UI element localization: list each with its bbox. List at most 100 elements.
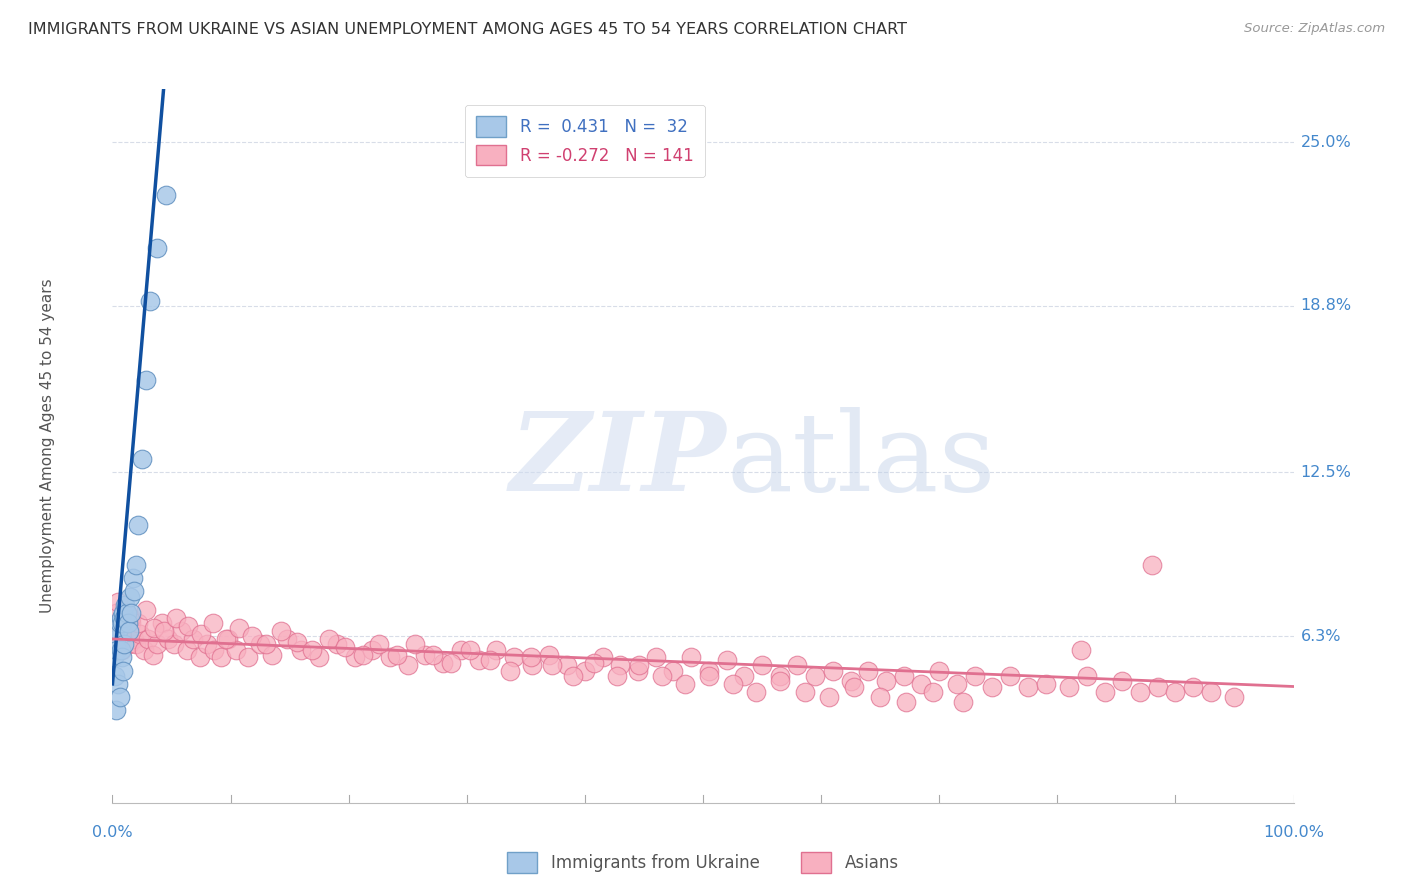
Point <box>202 642 225 657</box>
Point <box>869 690 891 704</box>
Point <box>583 656 606 670</box>
Point <box>215 632 238 646</box>
Point <box>115 606 138 620</box>
Point <box>821 664 844 678</box>
Point <box>396 658 419 673</box>
Point <box>467 653 489 667</box>
Text: ZIP: ZIP <box>510 407 727 514</box>
Point <box>249 637 271 651</box>
Point <box>188 650 211 665</box>
Point <box>1140 558 1163 572</box>
Text: 12.5%: 12.5% <box>1301 465 1351 480</box>
Point <box>155 188 177 202</box>
Point <box>108 637 131 651</box>
Point <box>404 637 426 651</box>
Point <box>120 606 142 620</box>
Point <box>697 669 720 683</box>
Point <box>125 558 148 572</box>
Point <box>125 637 148 651</box>
Point <box>118 637 141 651</box>
Point <box>112 606 135 620</box>
Point <box>555 658 578 673</box>
Point <box>592 650 614 665</box>
Point <box>519 650 541 665</box>
Point <box>308 650 330 665</box>
Text: Unemployment Among Ages 45 to 54 years: Unemployment Among Ages 45 to 54 years <box>39 278 55 614</box>
Point <box>122 632 145 646</box>
Point <box>127 518 149 533</box>
Point <box>326 637 349 651</box>
Point <box>839 674 862 689</box>
Point <box>150 616 173 631</box>
Point <box>301 642 323 657</box>
Point <box>910 677 932 691</box>
Point <box>627 664 650 678</box>
Point <box>963 669 986 683</box>
Point <box>115 606 138 620</box>
Point <box>716 653 738 667</box>
Point <box>112 621 135 635</box>
Point <box>110 642 132 657</box>
Text: Source: ZipAtlas.com: Source: ZipAtlas.com <box>1244 22 1385 36</box>
Point <box>107 632 129 646</box>
Text: 25.0%: 25.0% <box>1301 135 1351 150</box>
Point <box>378 650 401 665</box>
Point <box>146 637 169 651</box>
Point <box>103 650 125 665</box>
Point <box>107 595 129 609</box>
Point <box>628 658 651 673</box>
Point <box>952 695 974 709</box>
Point <box>270 624 292 638</box>
Point <box>139 293 162 308</box>
Point <box>276 632 298 646</box>
Point <box>118 624 141 638</box>
Point <box>111 642 134 657</box>
Text: atlas: atlas <box>727 407 997 514</box>
Point <box>290 642 312 657</box>
Point <box>1182 680 1205 694</box>
Point <box>163 637 186 651</box>
Point <box>333 640 356 654</box>
Point <box>170 624 193 638</box>
Point <box>114 598 136 612</box>
Point <box>107 624 129 638</box>
Point <box>134 642 156 657</box>
Point <box>136 632 159 646</box>
Point <box>181 632 204 646</box>
Point <box>450 642 472 657</box>
Point <box>1146 680 1168 694</box>
Point <box>105 642 128 657</box>
Point <box>111 616 134 631</box>
Point <box>361 642 384 657</box>
Point <box>108 616 131 631</box>
Point <box>318 632 340 646</box>
Point <box>520 658 543 673</box>
Point <box>574 664 596 678</box>
Point <box>177 618 200 632</box>
Point <box>858 664 880 678</box>
Point <box>112 664 135 678</box>
Point <box>201 616 224 631</box>
Point <box>422 648 444 662</box>
Point <box>108 690 131 704</box>
Point <box>928 664 950 678</box>
Point <box>460 642 482 657</box>
Point <box>105 606 128 620</box>
Point <box>343 650 366 665</box>
Point <box>111 616 134 631</box>
Point <box>110 624 132 638</box>
Point <box>793 685 815 699</box>
Point <box>818 690 841 704</box>
Point <box>1129 685 1152 699</box>
Point <box>104 624 127 638</box>
Point <box>165 611 187 625</box>
Point <box>254 637 277 651</box>
Point <box>1057 680 1080 694</box>
Point <box>893 669 915 683</box>
Point <box>1017 680 1039 694</box>
Point <box>651 669 673 683</box>
Point <box>176 642 198 657</box>
Text: IMMIGRANTS FROM UKRAINE VS ASIAN UNEMPLOYMENT AMONG AGES 45 TO 54 YEARS CORRELAT: IMMIGRANTS FROM UKRAINE VS ASIAN UNEMPLO… <box>28 22 907 37</box>
Point <box>697 664 720 678</box>
Point <box>190 626 212 640</box>
